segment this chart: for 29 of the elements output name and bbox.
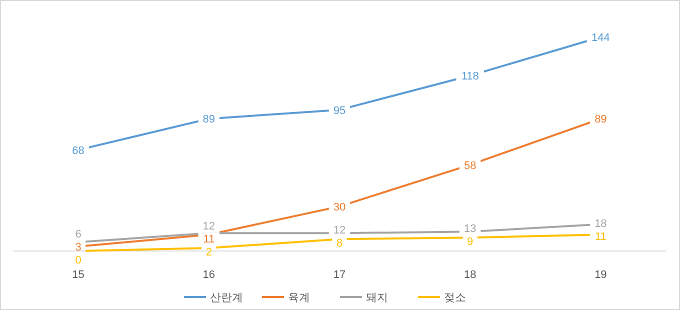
- data-label: 18: [594, 218, 607, 230]
- legend-label: 육계: [288, 292, 310, 304]
- data-label: 8: [336, 238, 343, 250]
- legend-label: 젖소: [444, 292, 466, 304]
- data-label: 0: [75, 254, 82, 267]
- data-label: 58: [464, 160, 476, 172]
- data-label: 68: [72, 144, 84, 157]
- data-label: 89: [202, 114, 216, 126]
- data-label: 95: [333, 104, 346, 117]
- x-tick-label: 18: [464, 269, 476, 281]
- data-label: 11: [203, 234, 215, 246]
- data-label: 11: [594, 230, 606, 243]
- data-label: 13: [464, 223, 476, 236]
- legend-label: 산란계: [210, 292, 243, 304]
- x-tick-label: 16: [202, 269, 216, 281]
- legend-label: 돼지: [366, 292, 388, 304]
- data-label: 12: [333, 224, 346, 237]
- x-tick-label: 17: [333, 269, 346, 281]
- data-label: 89: [594, 114, 607, 126]
- data-label: 118: [461, 70, 479, 83]
- x-tick-label: 19: [594, 269, 607, 281]
- data-label: 3: [75, 242, 82, 254]
- data-label: 2: [206, 246, 212, 259]
- data-label: 12: [202, 220, 216, 233]
- data-label: 9: [467, 236, 474, 248]
- data-label: 6: [75, 228, 82, 241]
- x-tick-label: 15: [72, 269, 84, 281]
- data-label: 144: [592, 32, 610, 44]
- data-label: 30: [333, 201, 346, 214]
